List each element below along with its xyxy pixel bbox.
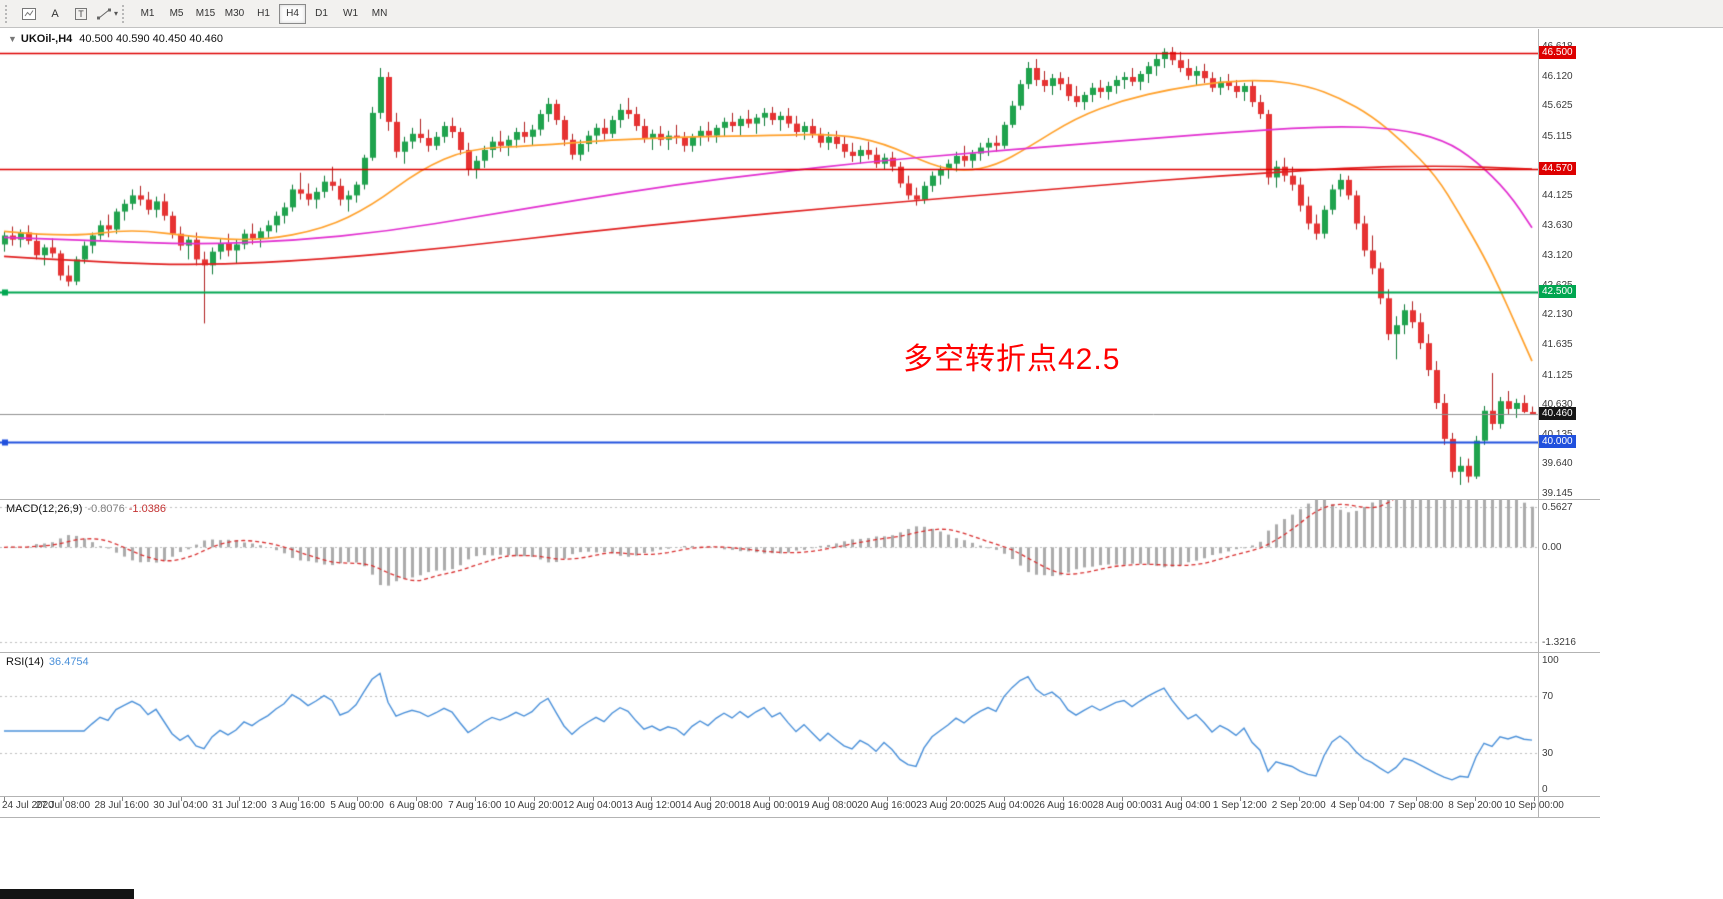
timeframe-button-m15[interactable]: M15 <box>192 4 219 24</box>
bottom-black-bar <box>0 889 134 899</box>
macd-panel-canvas[interactable] <box>0 500 1538 652</box>
rsi-value: 36.4754 <box>48 656 89 668</box>
chart-ohlc-header: ▼ UKOil-,H4 40.500 40.590 40.450 40.460 <box>8 33 223 45</box>
top-toolbar: A T ▾ M1 M5 M15 M30 H1 H4 D1 W1 MN <box>0 0 1723 28</box>
ohlc-values: 40.500 40.590 40.450 40.460 <box>79 33 224 45</box>
timeframe-button-m1[interactable]: M1 <box>134 4 161 24</box>
timeframe-button-d1[interactable]: D1 <box>308 4 335 24</box>
draw-tools-button[interactable]: ▾ <box>95 3 119 25</box>
rsi-panel-canvas[interactable] <box>0 653 1538 796</box>
text-label-icon: T <box>75 7 87 20</box>
main-chart-canvas[interactable] <box>0 29 1538 499</box>
symbol-label: UKOil-,H4 <box>20 33 73 45</box>
chart-expander-icon[interactable]: ▼ <box>8 34 17 44</box>
chart-window-icon <box>22 7 36 20</box>
chart-bottom-border <box>0 817 1600 818</box>
toolbar-grip-2[interactable] <box>122 4 129 23</box>
timeframe-button-h1[interactable]: H1 <box>250 4 277 24</box>
timeframe-button-group: M1 M5 M15 M30 H1 H4 D1 W1 MN <box>133 3 394 24</box>
macd-signal-value: -1.0386 <box>128 503 167 515</box>
price-axis-divider <box>1538 29 1539 817</box>
macd-header: MACD(12,26,9) -0.8076 -1.0386 <box>6 503 166 515</box>
macd-rsi-divider[interactable] <box>0 652 1600 653</box>
macd-main-value: -0.8076 <box>87 503 125 515</box>
rsi-header: RSI(14) 36.4754 <box>6 656 89 668</box>
macd-label: MACD(12,26,9) <box>6 503 83 515</box>
rsi-timeaxis-divider <box>0 796 1600 797</box>
timeframe-button-m5[interactable]: M5 <box>163 4 190 24</box>
timeframe-button-w1[interactable]: W1 <box>337 4 364 24</box>
text-label-button[interactable]: T <box>69 3 93 25</box>
trendline-icon <box>97 8 111 19</box>
toolbar-grip[interactable] <box>5 4 12 23</box>
text-annotation-button[interactable]: A <box>43 3 67 25</box>
chart-window-button[interactable] <box>17 3 41 25</box>
rsi-label: RSI(14) <box>6 656 44 668</box>
timeframe-button-h4[interactable]: H4 <box>279 3 307 24</box>
price-axis[interactable] <box>1538 29 1602 817</box>
timeframe-button-mn[interactable]: MN <box>366 4 393 24</box>
main-macd-divider[interactable] <box>0 499 1600 500</box>
time-axis[interactable] <box>0 797 1600 817</box>
dropdown-caret-icon: ▾ <box>114 9 119 18</box>
chart-annotation-text[interactable]: 多空转折点42.5 <box>903 343 1121 376</box>
timeframe-button-m30[interactable]: M30 <box>221 4 248 24</box>
